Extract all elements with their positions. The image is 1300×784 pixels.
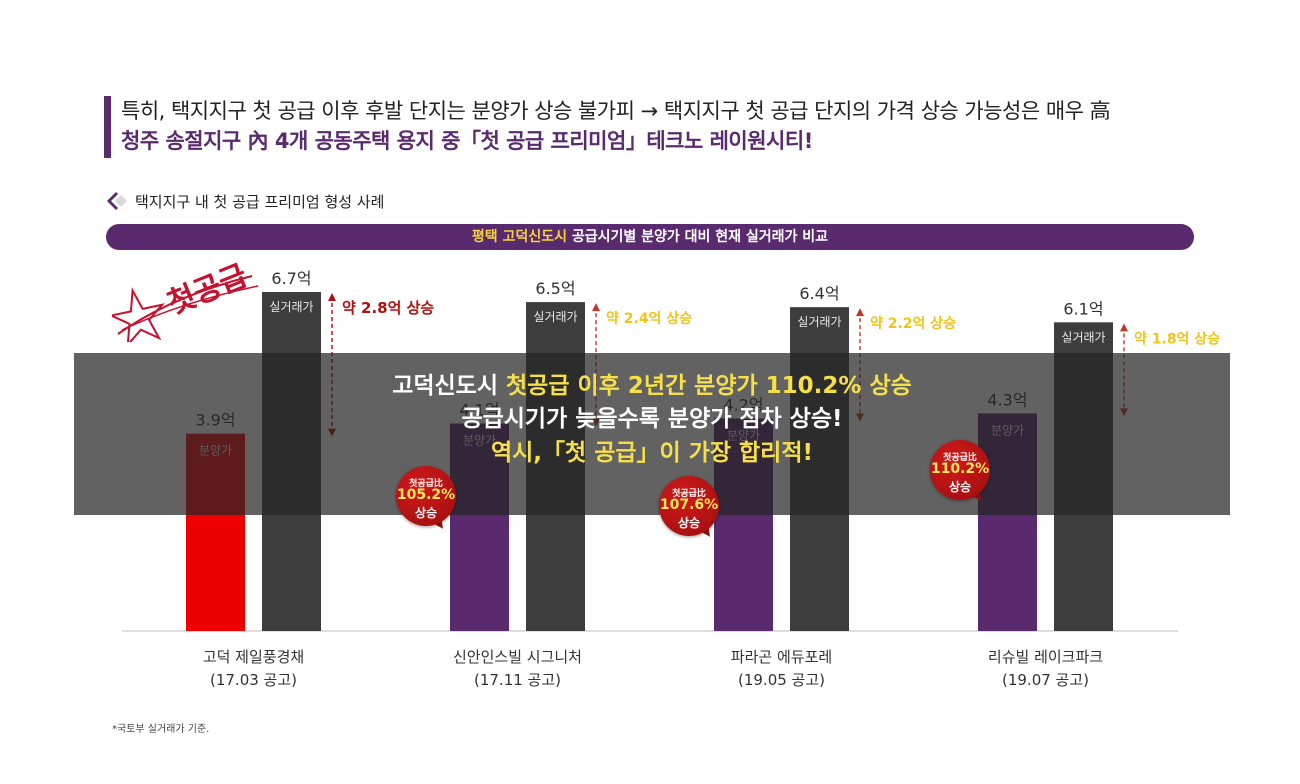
increase-label: 약 2.4억 상승 [606, 310, 692, 327]
overlay-line1: 고덕신도시 첫공급 이후 2년간 분양가 110.2% 상승 [74, 366, 1230, 400]
headline-block: 특히, 택지지구 첫 공급 이후 후발 단지는 분양가 상승 불가피 → 택지지… [104, 96, 1224, 158]
headline-line2: 청주 송절지구 內 4개 공동주택 용지 중「첫 공급 프리미엄」테크노 레이원… [121, 129, 813, 153]
bar-inner-label: 실거래가 [797, 315, 841, 329]
badge-bottom: 상승 [948, 480, 972, 494]
category-label: 고덕 제일풍경채 [203, 648, 304, 666]
category-label: 파라곤 에듀포레 [731, 648, 832, 666]
badge-value: 107.6% [659, 497, 719, 513]
badge-bottom: 상승 [677, 516, 701, 530]
banner-highlight: 평택 고덕신도시 [471, 229, 567, 245]
badge-top: 첫공급比 [943, 453, 977, 463]
badge-top: 첫공급比 [409, 479, 443, 489]
arrow-head-up [328, 292, 336, 301]
data-label: 6.4억 [799, 284, 839, 303]
footnote: *국토부 실거래가 기준. [112, 724, 210, 735]
bar-inner-label: 실거래가 [533, 310, 577, 324]
overlay-line1-b: 첫공급 이후 2년간 분양가 110.2% 상승 [506, 373, 912, 399]
data-label: 6.7억 [271, 269, 311, 288]
badge-circle: 첫공급比 105.2% 상승 [396, 466, 456, 526]
badge-circle: 첫공급比 107.6% 상승 [659, 476, 719, 536]
bar-inner-label: 실거래가 [1061, 330, 1105, 344]
category-sublabel: (19.05 공고) [738, 671, 825, 689]
diamond-bullet-icon [107, 192, 127, 210]
arrow-head-up [856, 308, 864, 317]
stamp-text: 첫공급 [163, 258, 253, 321]
chart-banner: 평택 고덕신도시 공급시기별 분양가 대비 현재 실거래가 비교 [106, 224, 1194, 250]
arrow-head-up [592, 303, 600, 312]
category-sublabel: (19.07 공고) [1002, 671, 1089, 689]
data-label: 6.1억 [1063, 299, 1103, 318]
star-icon [112, 287, 165, 342]
bar-inner-label: 실거래가 [269, 300, 313, 314]
banner-text: 공급시기별 분양가 대비 현재 실거래가 비교 [566, 229, 829, 245]
increase-label: 약 2.8억 상승 [342, 299, 434, 317]
category-sublabel: (17.03 공고) [210, 671, 297, 689]
summary-overlay: 고덕신도시 첫공급 이후 2년간 분양가 110.2% 상승 공급시기가 늦을수… [74, 353, 1230, 515]
increase-label: 약 2.2억 상승 [870, 315, 956, 332]
badge-increase-3: 첫공급比 110.2% 상승 [930, 440, 990, 505]
category-label: 신안인스빌 시그니처 [453, 648, 582, 666]
badge-top: 첫공급比 [672, 489, 706, 499]
category-label: 리슈빌 레이크파크 [988, 648, 1103, 666]
badge-bottom: 상승 [414, 506, 438, 520]
badge-value: 105.2% [396, 487, 456, 503]
category-sublabel: (17.11 공고) [474, 671, 561, 689]
arrow-head-up [1120, 323, 1128, 332]
overlay-line2: 공급시기가 늦을수록 분양가 점차 상승! [461, 406, 843, 432]
overlay-line1-a: 고덕신도시 [392, 373, 507, 399]
section-title-text: 택지지구 내 첫 공급 프리미엄 형성 사례 [135, 193, 385, 211]
first-supply-stamp: 첫공급 [112, 258, 259, 342]
overlay-line3: 역시,「첫 공급」이 가장 합리적! [490, 440, 813, 466]
badge-increase-2: 첫공급比 107.6% 상승 [659, 476, 719, 541]
badge-increase-1: 첫공급比 105.2% 상승 [396, 466, 456, 533]
increase-label: 약 1.8억 상승 [1134, 330, 1220, 347]
badge-value: 110.2% [930, 461, 990, 477]
data-label: 6.5억 [535, 279, 575, 298]
headline-line1: 특히, 택지지구 첫 공급 이후 후발 단지는 분양가 상승 불가피 → 택지지… [121, 99, 1111, 123]
badge-circle: 첫공급比 110.2% 상승 [930, 440, 990, 500]
